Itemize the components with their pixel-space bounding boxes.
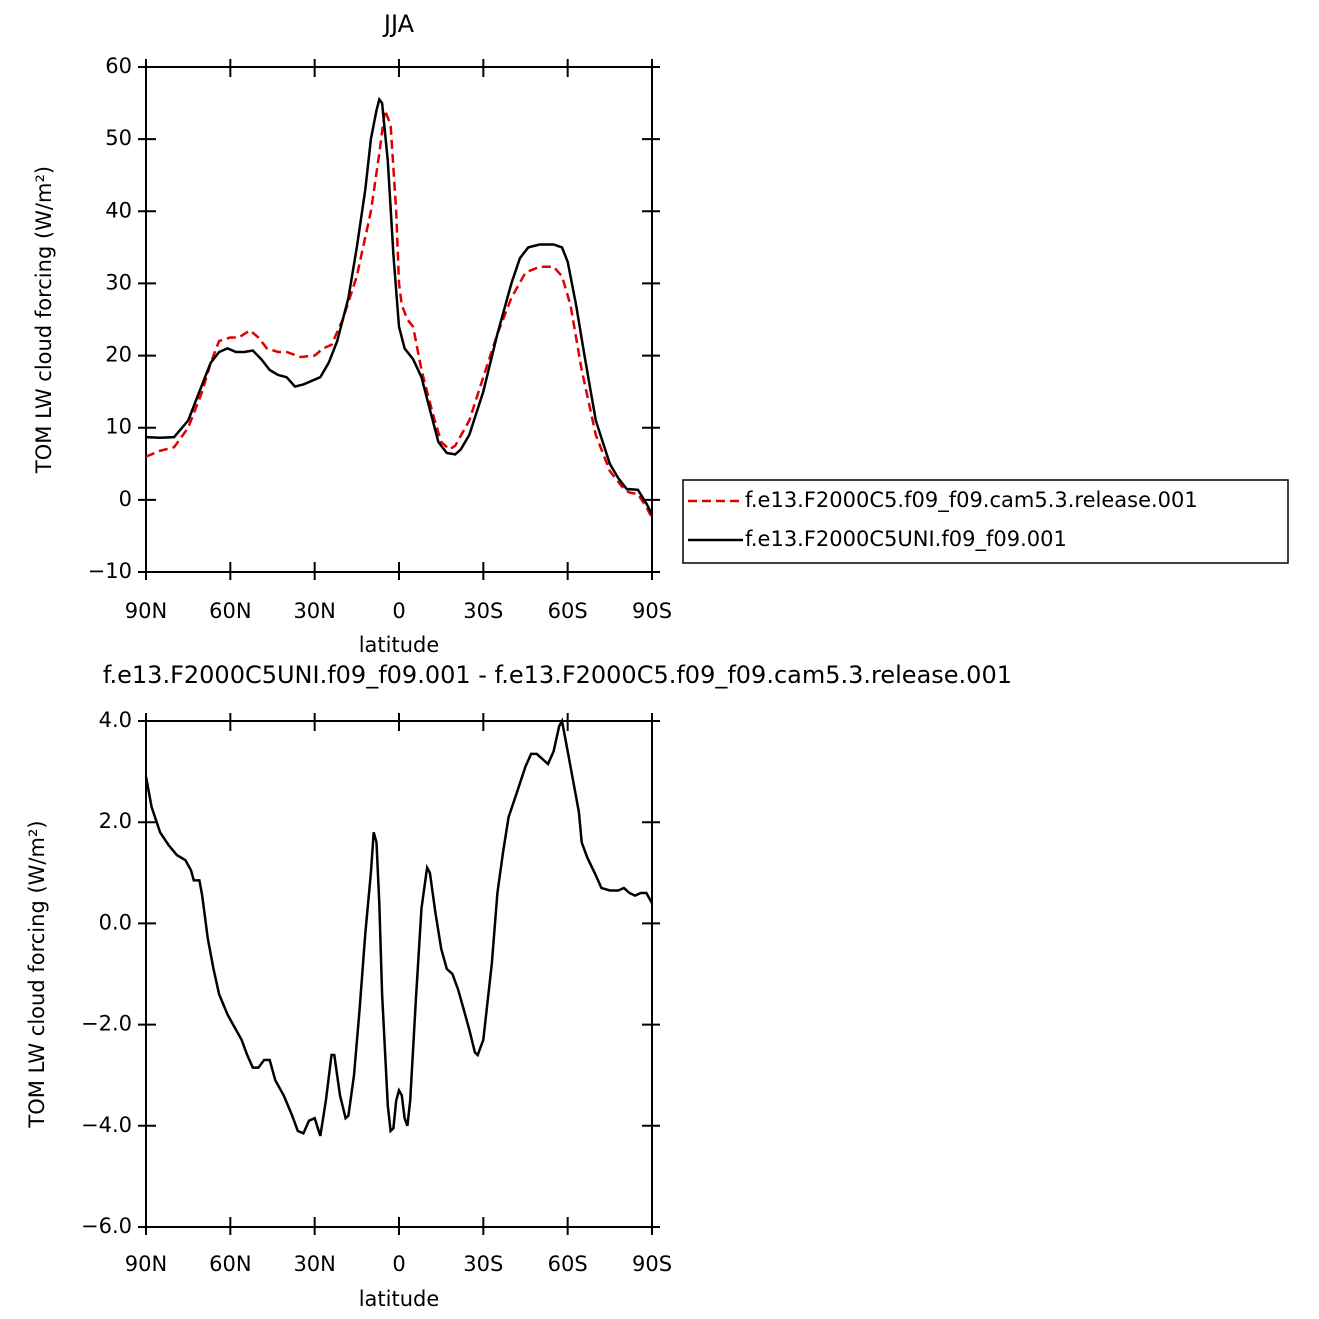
x-tick-label: 90N: [125, 1252, 167, 1276]
chart-title: f.e13.F2000C5UNI.f09_f09.001 - f.e13.F20…: [103, 661, 1012, 689]
x-tick-label: 90S: [632, 1252, 672, 1276]
data-line: [145, 96, 654, 515]
x-tick-label: 0: [392, 599, 405, 623]
legend-box: [682, 479, 1289, 564]
y-tick-label: −10: [88, 559, 132, 583]
y-tick-label: 50: [105, 126, 132, 150]
legend-label: f.e13.F2000C5UNI.f09_f09.001: [745, 527, 1067, 552]
x-tick-label: 60N: [209, 1252, 251, 1276]
y-tick-label: −4.0: [81, 1113, 132, 1137]
x-tick-label: 60S: [548, 599, 588, 623]
y-tick-label: 40: [105, 198, 132, 222]
legend-label: f.e13.F2000C5.f09_f09.cam5.3.release.001: [745, 488, 1198, 513]
x-tick-label: 30N: [293, 599, 335, 623]
y-tick-label: 0.0: [99, 910, 132, 934]
y-tick-label: −2.0: [81, 1012, 132, 1036]
y-tick-label: 30: [105, 270, 132, 294]
x-tick-label: 60S: [548, 1252, 588, 1276]
y-axis-label: TOM LW cloud forcing (W/m²): [25, 820, 49, 1128]
x-tick-label: 30S: [463, 599, 503, 623]
data-line: [145, 105, 654, 519]
y-tick-label: −6.0: [81, 1214, 132, 1238]
y-tick-label: 20: [105, 343, 132, 367]
x-tick-label: 90S: [632, 599, 672, 623]
x-tick-label: 60N: [209, 599, 251, 623]
y-tick-label: 0: [119, 487, 132, 511]
y-tick-label: 2.0: [99, 809, 132, 833]
chart-title: JJA: [382, 10, 415, 38]
x-tick-label: 30N: [293, 1252, 335, 1276]
x-tick-label: 0: [392, 1252, 405, 1276]
y-tick-label: 10: [105, 415, 132, 439]
x-tick-label: 30S: [463, 1252, 503, 1276]
y-tick-label: 60: [105, 54, 132, 78]
y-axis-label: TOM LW cloud forcing (W/m²): [32, 166, 56, 474]
data-line: [144, 717, 654, 1137]
x-tick-label: 90N: [125, 599, 167, 623]
x-axis-label: latitude: [359, 1287, 440, 1311]
x-axis-label: latitude: [359, 633, 440, 657]
y-tick-label: 4.0: [99, 708, 132, 732]
